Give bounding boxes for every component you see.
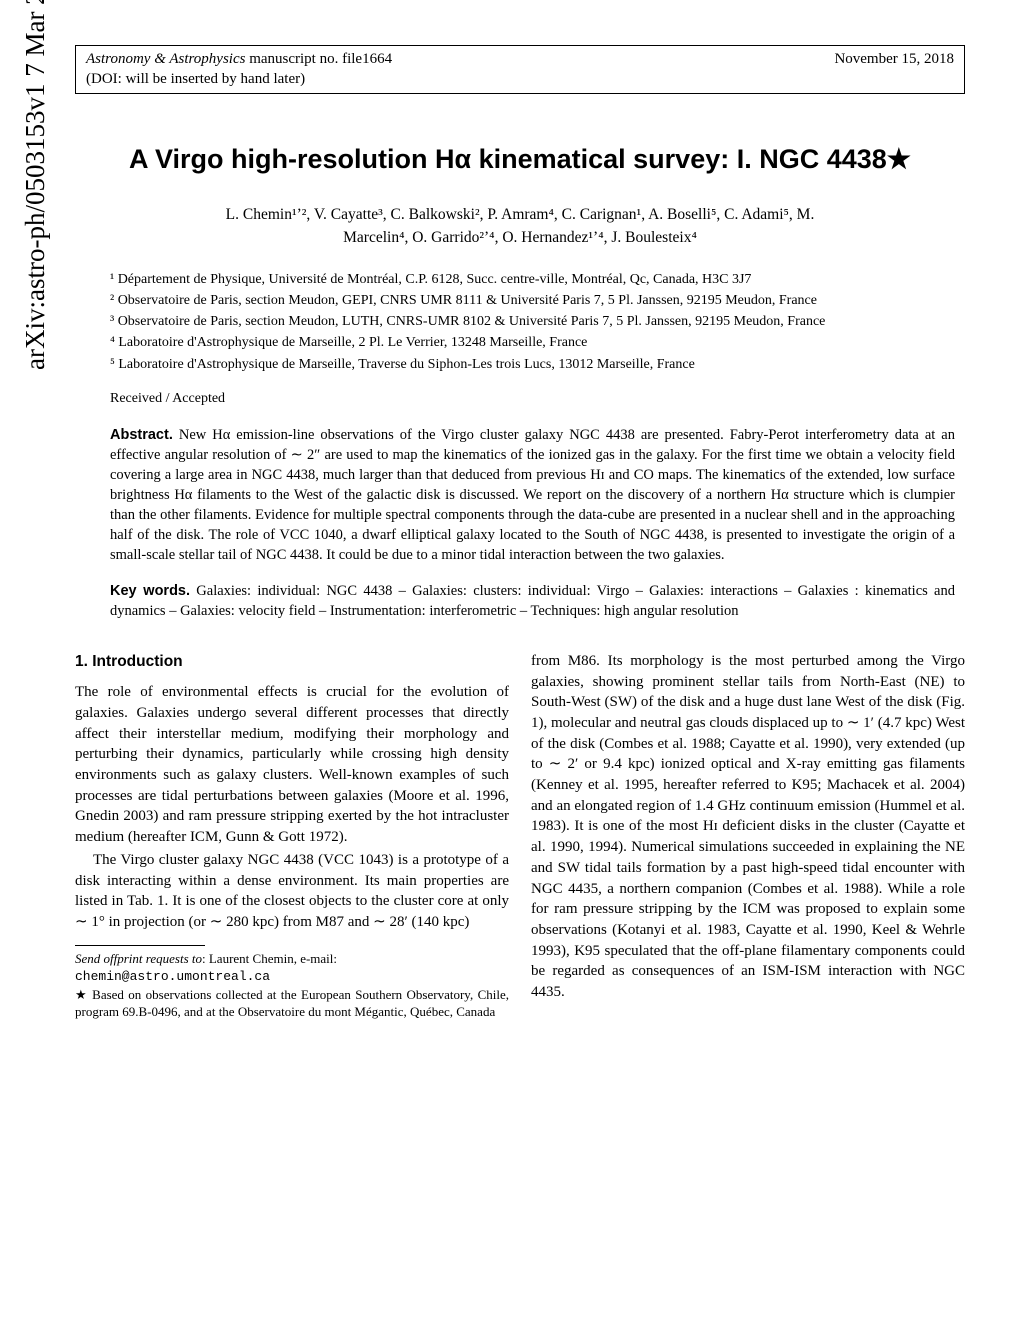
manuscript-header: November 15, 2018 Astronomy & Astrophysi… — [75, 45, 965, 94]
paper-title: A Virgo high-resolution Hα kinematical s… — [75, 144, 965, 175]
abstract: Abstract. New Hα emission-line observati… — [110, 425, 955, 565]
journal-name: Astronomy & Astrophysics — [86, 51, 245, 67]
affiliation-1: ¹ Département de Physique, Université de… — [110, 270, 955, 290]
intro-para-2: The Virgo cluster galaxy NGC 4438 (VCC 1… — [75, 850, 509, 933]
affiliation-4: ⁴ Laboratoire d'Astrophysique de Marseil… — [110, 333, 955, 353]
doi-placeholder: (DOI: will be inserted by hand later) — [86, 71, 305, 87]
affiliations: ¹ Département de Physique, Université de… — [110, 270, 955, 375]
authors-line-1: L. Chemin¹ʼ², V. Cayatte³, C. Balkowski²… — [226, 206, 815, 223]
arxiv-identifier: arXiv:astro-ph/0503153v1 7 Mar 2005 — [20, 0, 51, 370]
keywords-label: Key words. — [110, 583, 190, 599]
left-column: 1. Introduction The role of environmenta… — [75, 651, 509, 1021]
affiliation-3: ³ Observatoire de Paris, section Meudon,… — [110, 312, 955, 332]
affiliation-2: ² Observatoire de Paris, section Meudon,… — [110, 291, 955, 311]
footnote-email: chemin@astro.umontreal.ca — [75, 969, 270, 984]
paper-page: November 15, 2018 Astronomy & Astrophysi… — [75, 0, 965, 1021]
section-1-heading: 1. Introduction — [75, 651, 509, 672]
keywords-text: Galaxies: individual: NGC 4438 – Galaxie… — [110, 583, 955, 619]
footnote-offprint-label: Send offprint requests to — [75, 951, 202, 966]
abstract-label: Abstract. — [110, 427, 173, 443]
footnote-separator — [75, 945, 205, 946]
affiliation-5: ⁵ Laboratoire d'Astrophysique de Marseil… — [110, 355, 955, 375]
body-columns: 1. Introduction The role of environmenta… — [75, 651, 965, 1021]
intro-para-3: from M86. Its morphology is the most per… — [531, 651, 965, 1003]
authors-line-2: Marcelin⁴, O. Garrido²ʼ⁴, O. Hernandez¹ʼ… — [343, 229, 697, 246]
author-list: L. Chemin¹ʼ², V. Cayatte³, C. Balkowski²… — [75, 203, 965, 250]
keywords: Key words. Galaxies: individual: NGC 443… — [110, 581, 955, 621]
manuscript-date: November 15, 2018 — [834, 50, 954, 70]
abstract-text: New Hα emission-line observations of the… — [110, 427, 955, 563]
footnote-offprint: Send offprint requests to: Laurent Chemi… — [75, 950, 509, 986]
footnote-observations: ★ Based on observations collected at the… — [75, 986, 509, 1021]
right-column: from M86. Its morphology is the most per… — [531, 651, 965, 1021]
manuscript-no: manuscript no. file1664 — [245, 51, 392, 67]
received-accepted: Received / Accepted — [110, 391, 965, 407]
intro-para-1: The role of environmental effects is cru… — [75, 682, 509, 848]
footnote-offprint-text: : Laurent Chemin, e-mail: — [202, 951, 337, 966]
